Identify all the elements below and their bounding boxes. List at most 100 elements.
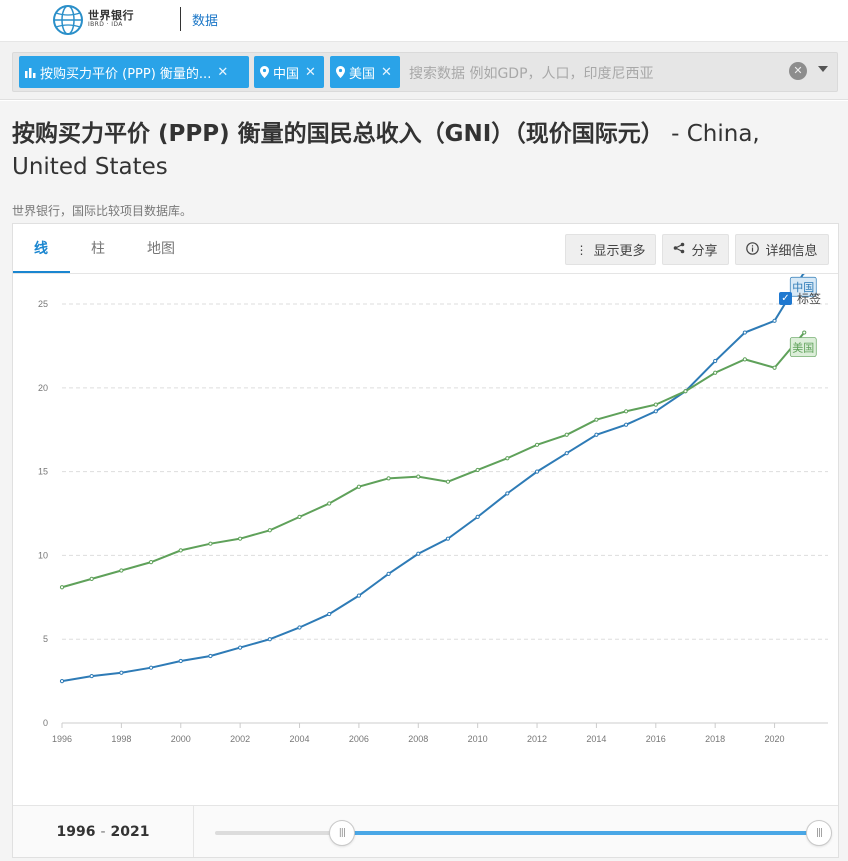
x-tick-label: 2010 xyxy=(468,734,488,744)
data-point xyxy=(772,318,777,323)
indicator-title: 按购买力平价 (PPP) 衡量的国民总收入（GNI）（现价国际元） xyxy=(12,121,664,147)
data-point xyxy=(416,551,421,556)
share-label: 分享 xyxy=(691,244,718,259)
x-tick-label: 1996 xyxy=(52,734,72,744)
x-tick-label: 2002 xyxy=(230,734,250,744)
data-point xyxy=(119,670,124,675)
chip-remove-icon[interactable]: ✕ xyxy=(217,64,229,80)
chevron-down-icon[interactable] xyxy=(818,66,828,72)
logo-subtext: IBRD · IDA xyxy=(88,21,123,28)
tab-map[interactable]: 地图 xyxy=(147,241,175,257)
data-point xyxy=(327,611,332,617)
data-source: 世界银行，国际比较项目数据库。 xyxy=(12,204,193,218)
data-point xyxy=(178,548,183,553)
share-button[interactable]: 分享 xyxy=(662,234,729,265)
y-tick-label: 5 xyxy=(43,634,48,644)
series-end-label-box xyxy=(789,276,817,297)
data-point xyxy=(505,491,510,496)
series-line xyxy=(61,331,806,589)
active-tab-indicator xyxy=(13,271,70,273)
tab-bar[interactable]: 柱 xyxy=(91,241,105,257)
data-point xyxy=(594,417,599,422)
chip-indicator[interactable]: 按购买力平价 (PPP) 衡量的... ✕ xyxy=(19,56,249,88)
data-point xyxy=(505,456,510,461)
data-point xyxy=(713,358,718,364)
data-point xyxy=(624,409,629,414)
data-point xyxy=(356,593,361,598)
data-point xyxy=(445,536,451,541)
data-point xyxy=(89,673,94,679)
slider-end-handle[interactable]: ||| xyxy=(806,820,832,846)
chip-china[interactable]: 中国 ✕ xyxy=(254,56,324,88)
y-tick-label: 0 xyxy=(43,718,48,728)
data-point xyxy=(297,514,302,519)
slider-track[interactable] xyxy=(215,831,819,835)
show-more-button[interactable]: ⋮ 显示更多 xyxy=(565,234,656,265)
bar-chart-icon xyxy=(25,67,36,78)
y-tick-label: 15 xyxy=(38,467,48,477)
y-tick-label: 20 xyxy=(38,383,48,393)
world-bank-logo-icon[interactable] xyxy=(52,4,84,36)
chip-label: 美国 xyxy=(349,66,376,82)
x-tick-label: 2020 xyxy=(765,734,785,744)
details-button[interactable]: 详细信息 xyxy=(735,234,829,265)
location-pin-icon xyxy=(260,66,269,78)
data-point xyxy=(416,474,421,479)
x-tick-label: 2008 xyxy=(408,734,428,744)
location-pin-icon xyxy=(336,66,345,78)
data-point xyxy=(208,653,213,659)
data-point xyxy=(238,536,243,541)
series-end-label: 中国 xyxy=(792,281,814,294)
search-input[interactable]: 搜索数据 例如GDP，人口，印度尼西亚 xyxy=(409,66,654,82)
search-box[interactable]: 按购买力平价 (PPP) 衡量的... ✕ 中国 ✕ 美国 ✕ 搜索数据 例如G… xyxy=(12,52,838,92)
checkbox-checked-icon[interactable]: ✓ xyxy=(779,292,792,305)
slider-start-handle[interactable]: ||| xyxy=(328,820,355,846)
data-point xyxy=(148,560,154,565)
x-tick-label: 2004 xyxy=(290,734,310,744)
chip-remove-icon[interactable]: ✕ xyxy=(381,64,392,80)
chip-usa[interactable]: 美国 ✕ xyxy=(330,56,400,88)
tab-line[interactable]: 线 xyxy=(34,241,48,257)
year-range-label: 1996 - 2021 xyxy=(13,806,194,857)
labels-toggle[interactable]: ✓ 标签 xyxy=(779,290,821,307)
nav-data-link[interactable]: 数据 xyxy=(192,14,219,29)
data-point xyxy=(624,422,629,427)
y-tick-label: 25 xyxy=(38,299,48,309)
data-point xyxy=(59,585,65,590)
data-point xyxy=(564,451,569,456)
year-range-slider-bar: 1996 - 2021 ||| ||| xyxy=(13,805,838,857)
x-tick-label: 2018 xyxy=(705,734,725,744)
data-point xyxy=(297,625,302,630)
details-label: 详细信息 xyxy=(765,244,818,259)
range-start: 1996 xyxy=(56,823,96,840)
chip-remove-icon[interactable]: ✕ xyxy=(305,64,316,80)
data-point xyxy=(742,330,747,335)
data-point xyxy=(267,637,272,642)
labels-toggle-label: 标签 xyxy=(797,292,822,306)
data-point xyxy=(178,658,183,664)
line-chart: 0 5 10 15 20 25 1996 1998 2000 2002 2004 2006 2008 20… xyxy=(38,274,828,744)
info-icon xyxy=(746,241,760,258)
data-point xyxy=(327,501,332,506)
x-tick-label: 2014 xyxy=(586,734,606,744)
slider-selected-range xyxy=(341,831,819,835)
data-point xyxy=(238,645,243,650)
x-tick-label: 2006 xyxy=(349,734,369,744)
country-list: - China, United States xyxy=(12,121,760,180)
x-tick-label: 2012 xyxy=(527,734,547,744)
data-point xyxy=(594,432,599,437)
data-point xyxy=(267,528,272,533)
share-icon xyxy=(673,242,685,257)
data-point xyxy=(59,679,65,684)
data-point xyxy=(89,576,94,581)
chart-panel: 线 柱 地图 ⋮ 显示更多 分享 详细信息 0 5 10 15 20 25 1996 1998… xyxy=(12,223,839,858)
chip-label: 中国 xyxy=(273,66,300,82)
data-point xyxy=(386,571,391,576)
chart-tabs: 线 柱 地图 ⋮ 显示更多 分享 详细信息 xyxy=(13,224,838,274)
data-point xyxy=(386,476,391,481)
data-point xyxy=(653,402,658,407)
data-point xyxy=(713,370,718,375)
data-point xyxy=(475,467,480,473)
clear-search-icon[interactable]: ✕ xyxy=(789,62,807,80)
data-point xyxy=(534,469,540,474)
